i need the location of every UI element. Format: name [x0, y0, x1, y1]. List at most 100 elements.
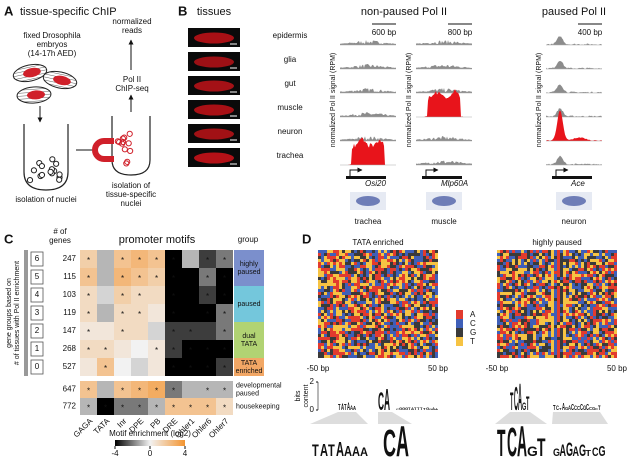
base-cell — [324, 265, 327, 268]
base-cell — [536, 268, 539, 271]
tissue-count-box — [30, 341, 44, 357]
base-cell — [611, 328, 614, 331]
base-cell — [587, 259, 590, 262]
base-cell — [429, 286, 432, 289]
base-cell — [432, 304, 435, 307]
base-cell — [572, 310, 575, 313]
base-cell — [554, 289, 557, 292]
base-cell — [345, 343, 348, 346]
base-cell — [393, 289, 396, 292]
base-cell — [369, 355, 372, 358]
base-cell — [575, 316, 578, 319]
base-cell — [503, 271, 506, 274]
base-cell — [569, 280, 572, 283]
base-cell — [560, 274, 563, 277]
base-cell — [357, 322, 360, 325]
base-cell — [497, 328, 500, 331]
base-cell — [569, 346, 572, 349]
base-cell — [509, 274, 512, 277]
base-cell — [536, 286, 539, 289]
logo-letter: C — [556, 405, 559, 412]
base-cell — [351, 280, 354, 283]
base-cell — [345, 337, 348, 340]
signal-track — [546, 84, 602, 93]
base-cell — [593, 265, 596, 268]
base-cell — [387, 259, 390, 262]
base-cell — [518, 313, 521, 316]
base-cell — [393, 310, 396, 313]
base-cell — [333, 334, 336, 337]
base-cell — [333, 355, 336, 358]
tissue-count: 6 — [35, 254, 40, 263]
base-cell — [339, 328, 342, 331]
base-cell — [345, 262, 348, 265]
column-label: Inr — [115, 416, 128, 429]
base-cell — [345, 328, 348, 331]
base-cell — [605, 262, 608, 265]
base-cell — [327, 292, 330, 295]
base-cell — [429, 277, 432, 280]
base-cell — [563, 262, 566, 265]
base-cell — [351, 322, 354, 325]
base-cell — [587, 283, 590, 286]
base-cell — [399, 301, 402, 304]
base-cell — [432, 283, 435, 286]
base-cell — [560, 307, 563, 310]
base-cell — [324, 283, 327, 286]
base-cell — [515, 319, 518, 322]
base-cell — [327, 274, 330, 277]
base-cell — [357, 256, 360, 259]
base-cell — [387, 250, 390, 253]
base-cell — [339, 316, 342, 319]
base-cell — [533, 307, 536, 310]
logo-axis-label: bits — [295, 390, 302, 401]
base-cell — [551, 295, 554, 298]
base-cell — [426, 262, 429, 265]
base-cell — [557, 259, 560, 262]
base-cell — [530, 268, 533, 271]
base-cell — [521, 322, 524, 325]
base-cell — [408, 298, 411, 301]
base-cell — [590, 301, 593, 304]
base-cell — [351, 334, 354, 337]
base-cell — [569, 259, 572, 262]
significance-star: * — [155, 274, 158, 283]
base-cell — [533, 352, 536, 355]
base-cell — [560, 328, 563, 331]
base-cell — [333, 253, 336, 256]
base-cell — [393, 259, 396, 262]
base-cell — [533, 280, 536, 283]
base-cell — [357, 295, 360, 298]
base-cell — [318, 355, 321, 358]
base-cell — [518, 262, 521, 265]
significance-star: * — [223, 274, 226, 283]
base-cell — [402, 292, 405, 295]
significance-star: * — [223, 328, 226, 337]
heatmap-cell — [165, 286, 182, 304]
base-cell — [539, 337, 542, 340]
base-cell — [497, 277, 500, 280]
base-cell — [405, 271, 408, 274]
base-cell — [590, 277, 593, 280]
heatmap-cell — [199, 304, 216, 322]
base-cell — [363, 340, 366, 343]
base-cell — [426, 277, 429, 280]
base-cell — [590, 259, 593, 262]
base-cell — [399, 316, 402, 319]
base-cell — [593, 307, 596, 310]
base-cell — [533, 349, 536, 352]
base-cell — [608, 334, 611, 337]
base-cell — [378, 307, 381, 310]
base-cell — [599, 319, 602, 322]
base-cell — [402, 280, 405, 283]
base-cell — [336, 334, 339, 337]
heatmap-cell — [182, 304, 199, 322]
base-cell — [596, 352, 599, 355]
base-cell — [548, 337, 551, 340]
base-cell — [551, 352, 554, 355]
base-cell — [435, 277, 438, 280]
base-cell — [524, 349, 527, 352]
base-cell — [602, 334, 605, 337]
base-cell — [524, 301, 527, 304]
base-cell — [563, 328, 566, 331]
